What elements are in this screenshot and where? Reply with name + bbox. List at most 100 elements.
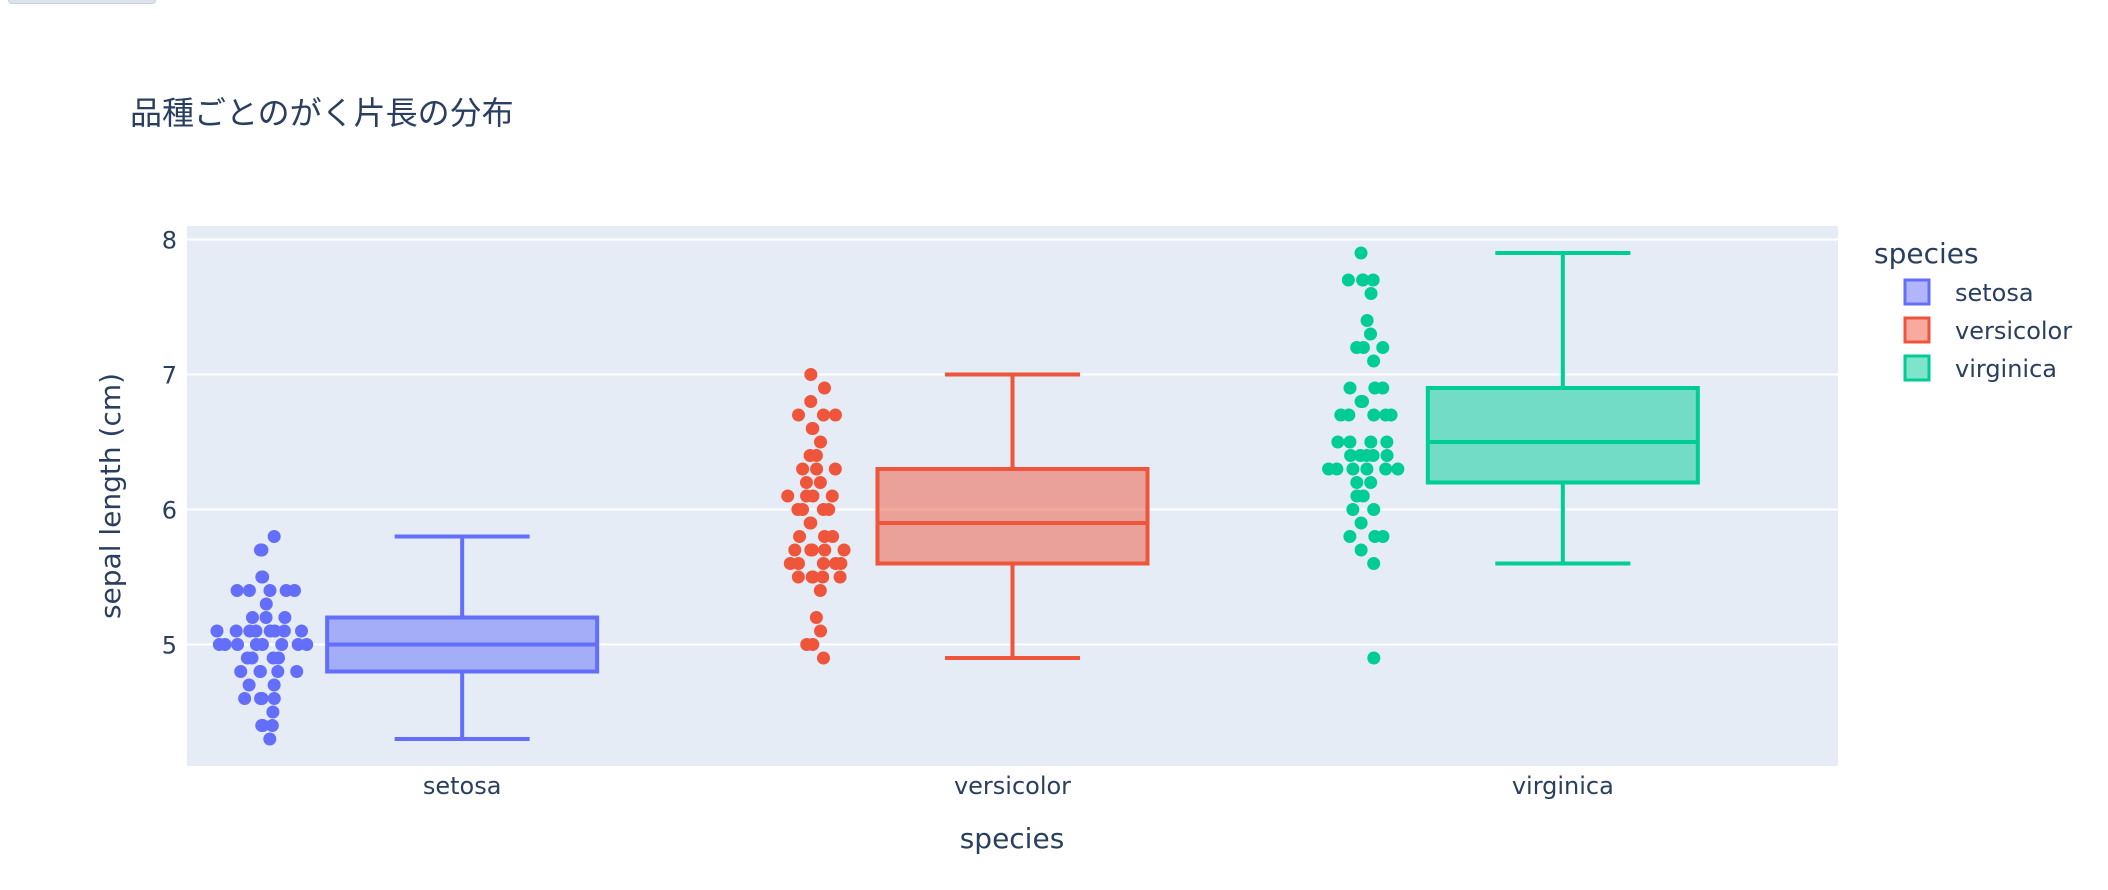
data-point <box>814 435 828 449</box>
data-point <box>212 638 226 651</box>
data-point <box>826 530 840 543</box>
data-point <box>1331 435 1345 449</box>
y-tick-label: 6 <box>162 497 177 525</box>
data-point <box>266 705 280 719</box>
data-point <box>1380 449 1394 462</box>
data-point <box>825 489 839 503</box>
legend-label: virginica <box>1955 355 2057 383</box>
box-iqr <box>875 467 1150 566</box>
data-point <box>816 408 830 422</box>
data-point <box>1350 341 1364 354</box>
data-point <box>792 408 806 422</box>
data-point <box>791 570 805 584</box>
data-point <box>1367 651 1381 665</box>
data-point <box>1356 273 1370 287</box>
data-point <box>1367 408 1381 422</box>
data-point <box>783 557 797 570</box>
data-point <box>816 557 830 570</box>
data-point <box>1376 530 1390 543</box>
data-point <box>255 692 269 705</box>
legend-label: versicolor <box>1955 317 2072 345</box>
data-point <box>793 530 807 543</box>
data-point <box>1350 476 1364 489</box>
data-point <box>272 651 286 665</box>
data-point <box>828 462 842 476</box>
data-point <box>791 503 805 516</box>
data-point <box>234 665 248 678</box>
data-point <box>290 665 304 678</box>
data-point <box>263 584 277 597</box>
data-point <box>804 395 818 408</box>
data-point <box>1364 435 1378 449</box>
chart-title: 品種ごとのがく片長の分布 <box>130 94 514 132</box>
data-point <box>210 624 224 638</box>
data-point <box>833 570 847 584</box>
data-point <box>816 651 830 665</box>
box-versicolor <box>875 372 1150 660</box>
data-point <box>1364 327 1378 341</box>
legend-title: species <box>1874 237 1979 270</box>
legend-swatch <box>1903 278 1931 306</box>
y-tick-label: 8 <box>162 227 177 255</box>
scatter-points <box>210 246 1405 746</box>
legend-swatch <box>1903 316 1931 344</box>
data-point <box>1360 462 1374 476</box>
data-point <box>800 638 814 651</box>
data-point <box>1367 503 1381 516</box>
data-point <box>1366 273 1380 287</box>
box-virginica <box>1425 251 1700 566</box>
data-point <box>1353 449 1367 462</box>
box-traces <box>325 251 1700 741</box>
data-point <box>259 597 273 611</box>
data-point <box>1379 462 1393 476</box>
data-point <box>1364 476 1378 489</box>
data-point <box>255 543 269 557</box>
data-point <box>255 570 269 584</box>
data-point <box>804 368 818 381</box>
data-point <box>1350 489 1364 503</box>
data-point <box>253 665 267 678</box>
data-point <box>1346 462 1360 476</box>
data-point <box>275 638 289 651</box>
data-point <box>229 624 243 638</box>
legend: species setosa versicolor virginica <box>1874 237 2072 383</box>
box-iqr <box>1425 386 1700 485</box>
data-point <box>245 611 259 624</box>
legend-swatch <box>1903 354 1931 382</box>
data-point <box>1367 354 1381 368</box>
data-point <box>1343 381 1357 395</box>
data-point <box>268 624 282 638</box>
data-point <box>781 489 795 503</box>
data-point <box>1354 543 1368 557</box>
data-point <box>816 570 830 584</box>
data-point <box>278 611 292 624</box>
data-point <box>1367 557 1381 570</box>
x-tick-label: versicolor <box>954 772 1071 800</box>
data-point <box>1334 408 1348 422</box>
data-point <box>294 624 308 638</box>
data-point <box>1343 530 1357 543</box>
data-point <box>240 651 254 665</box>
data-point <box>1364 287 1378 300</box>
data-point <box>803 516 817 530</box>
data-point <box>809 611 823 624</box>
data-point <box>817 381 831 395</box>
data-point <box>1343 435 1357 449</box>
data-point <box>243 624 257 638</box>
y-axis-ticks: 5 6 7 8 <box>162 227 177 660</box>
data-point <box>837 543 851 557</box>
data-point <box>267 678 281 692</box>
data-point <box>1376 381 1390 395</box>
data-point <box>238 692 252 705</box>
data-point <box>822 503 836 516</box>
data-point <box>805 570 819 584</box>
data-point <box>1344 449 1358 462</box>
x-tick-label: setosa <box>423 772 502 800</box>
data-point <box>1354 246 1368 260</box>
data-point <box>287 584 301 597</box>
data-point <box>255 719 269 732</box>
data-point <box>1380 435 1394 449</box>
x-axis-ticks: setosa versicolor virginica <box>423 772 1614 800</box>
box-setosa <box>325 534 600 741</box>
